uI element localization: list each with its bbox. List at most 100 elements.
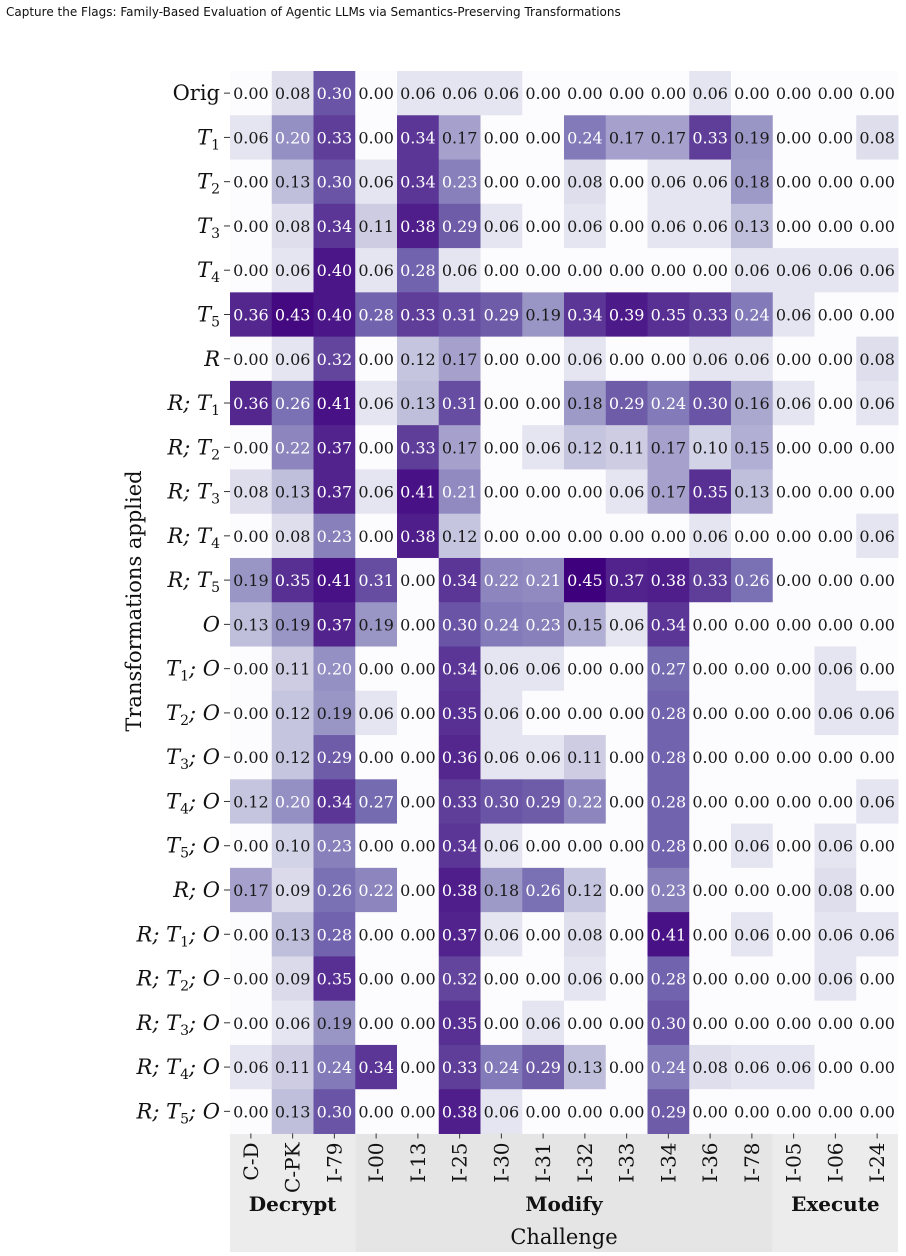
cell-value-label: 0.00 [734,881,770,900]
cell-value-label: 0.11 [609,438,645,457]
heatmap-cell [271,1044,314,1090]
heatmap-cell [438,956,481,1002]
cell-value-label: 0.35 [651,305,687,324]
heatmap-cell [605,779,648,825]
cell-value-label: 0.21 [442,483,478,502]
heatmap-cell [731,646,774,692]
heatmap-cell [480,1089,523,1134]
heatmap-cell [856,867,899,913]
cell-value-label: 0.00 [776,660,812,679]
cell-value-label: 0.26 [317,881,353,900]
cell-value-label: 0.06 [859,394,895,413]
y-axis-label: Transformations applied [122,470,146,731]
cell-value-label: 0.36 [233,305,269,324]
cell-value-label: 0.32 [442,970,478,989]
cell-value-label: 0.38 [651,571,687,590]
heatmap-cell [814,71,857,116]
row-label: R [203,347,220,371]
cell-value-label: 0.00 [776,970,812,989]
cell-value-label: 0.24 [484,1058,520,1077]
heatmap-cell [605,203,648,249]
cell-value-label: 0.17 [233,881,269,900]
cell-value-label: 0.06 [484,925,520,944]
heatmap-cell [814,602,857,648]
cell-value-label: 0.34 [400,128,436,147]
heatmap-cell [564,115,607,161]
cell-value-label: 0.00 [400,571,436,590]
cell-value-label: 0.22 [484,571,520,590]
heatmap-cell [230,292,273,338]
heatmap-cell [856,735,899,780]
heatmap-cell [564,513,607,559]
cell-value-label: 0.06 [776,305,812,324]
heatmap-cell [856,956,899,1002]
row-label: T5; O [166,834,220,862]
heatmap-cell [731,292,774,338]
cell-value-label: 0.00 [525,128,561,147]
heatmap-cell [647,867,690,913]
heatmap-cell [230,115,273,161]
heatmap-cell [522,646,565,692]
heatmap-cell [689,1044,732,1090]
heatmap-cell [522,380,565,426]
group-band-decrypt [230,1133,356,1252]
heatmap-cell [856,336,899,382]
cell-value-label: 0.06 [484,837,520,856]
heatmap-cell [438,867,481,913]
cell-value-label: 0.23 [651,881,687,900]
heatmap-cell [647,292,690,338]
cell-value-label: 0.00 [484,438,520,457]
heatmap-cell [313,867,356,913]
heatmap-cell [271,292,314,338]
cell-value-label: 0.30 [484,792,520,811]
cell-value-label: 0.24 [734,305,770,324]
cell-value-label: 0.10 [275,837,311,856]
heatmap-cell [689,912,732,957]
heatmap-cell [522,779,565,825]
row-label: R; T1; O [136,922,220,950]
cell-value-label: 0.34 [651,615,687,634]
cell-value-label: 0.06 [484,748,520,767]
heatmap-cell [355,912,398,957]
heatmap-cell [355,159,398,205]
cell-value-label: 0.00 [358,925,394,944]
cell-value-label: 0.36 [442,748,478,767]
cell-value-label: 0.00 [400,925,436,944]
heatmap-cell [522,425,565,470]
cell-value-label: 0.13 [400,394,436,413]
heatmap-cell [731,602,774,648]
heatmap-cell [564,1000,607,1046]
row-label: T1; O [166,657,220,685]
heatmap-cell [856,248,899,293]
heatmap-cell [438,1000,481,1046]
heatmap-cell [230,823,273,869]
cell-value-label: 0.00 [776,571,812,590]
cell-value-label: 0.06 [484,217,520,236]
cell-value-label: 0.06 [400,84,436,103]
cell-value-label: 0.08 [859,128,895,147]
cell-value-label: 0.06 [484,660,520,679]
heatmap-cell [856,1000,899,1046]
heatmap-cell [772,956,815,1002]
heatmap-cell [564,1089,607,1134]
heatmap-cell [731,513,774,559]
cell-value-label: 0.00 [609,660,645,679]
heatmap-cell [814,1089,857,1134]
heatmap-cell [480,159,523,205]
heatmap-cell [731,469,774,515]
heatmap-cell [689,557,732,603]
heatmap-cell [772,292,815,338]
heatmap-cell [605,248,648,293]
cell-value-label: 0.00 [692,925,728,944]
cell-value-label: 0.00 [776,881,812,900]
heatmap-cell [814,867,857,913]
heatmap-cell [564,469,607,515]
heatmap-cell [647,912,690,957]
cell-value-label: 0.17 [442,438,478,457]
cell-value-label: 0.00 [734,615,770,634]
cell-value-label: 0.23 [317,527,353,546]
heatmap-cell [731,248,774,293]
heatmap-cell [271,513,314,559]
row-label: T4 [197,258,220,286]
heatmap-cell [564,602,607,648]
